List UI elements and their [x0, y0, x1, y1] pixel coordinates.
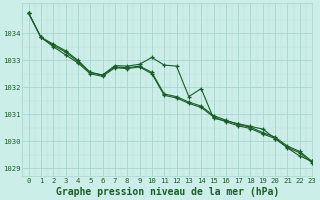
X-axis label: Graphe pression niveau de la mer (hPa): Graphe pression niveau de la mer (hPa) — [56, 186, 279, 197]
